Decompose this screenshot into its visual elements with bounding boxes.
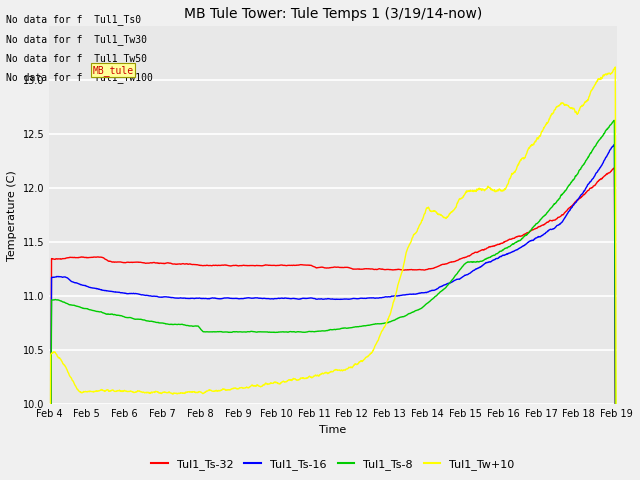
Text: No data for f  Tul1_Tw100: No data for f Tul1_Tw100	[6, 72, 153, 83]
Legend: Tul1_Ts-32, Tul1_Ts-16, Tul1_Ts-8, Tul1_Tw+10: Tul1_Ts-32, Tul1_Ts-16, Tul1_Ts-8, Tul1_…	[147, 455, 519, 474]
Y-axis label: Temperature (C): Temperature (C)	[7, 170, 17, 261]
Text: MB_tule: MB_tule	[93, 65, 134, 76]
X-axis label: Time: Time	[319, 425, 346, 435]
Text: No data for f  Tul1_Ts0: No data for f Tul1_Ts0	[6, 14, 141, 25]
Text: No data for f  Tul1_Tw30: No data for f Tul1_Tw30	[6, 34, 147, 45]
Text: No data for f  Tul1_Tw50: No data for f Tul1_Tw50	[6, 53, 147, 64]
Title: MB Tule Tower: Tule Temps 1 (3/19/14-now): MB Tule Tower: Tule Temps 1 (3/19/14-now…	[184, 7, 482, 21]
